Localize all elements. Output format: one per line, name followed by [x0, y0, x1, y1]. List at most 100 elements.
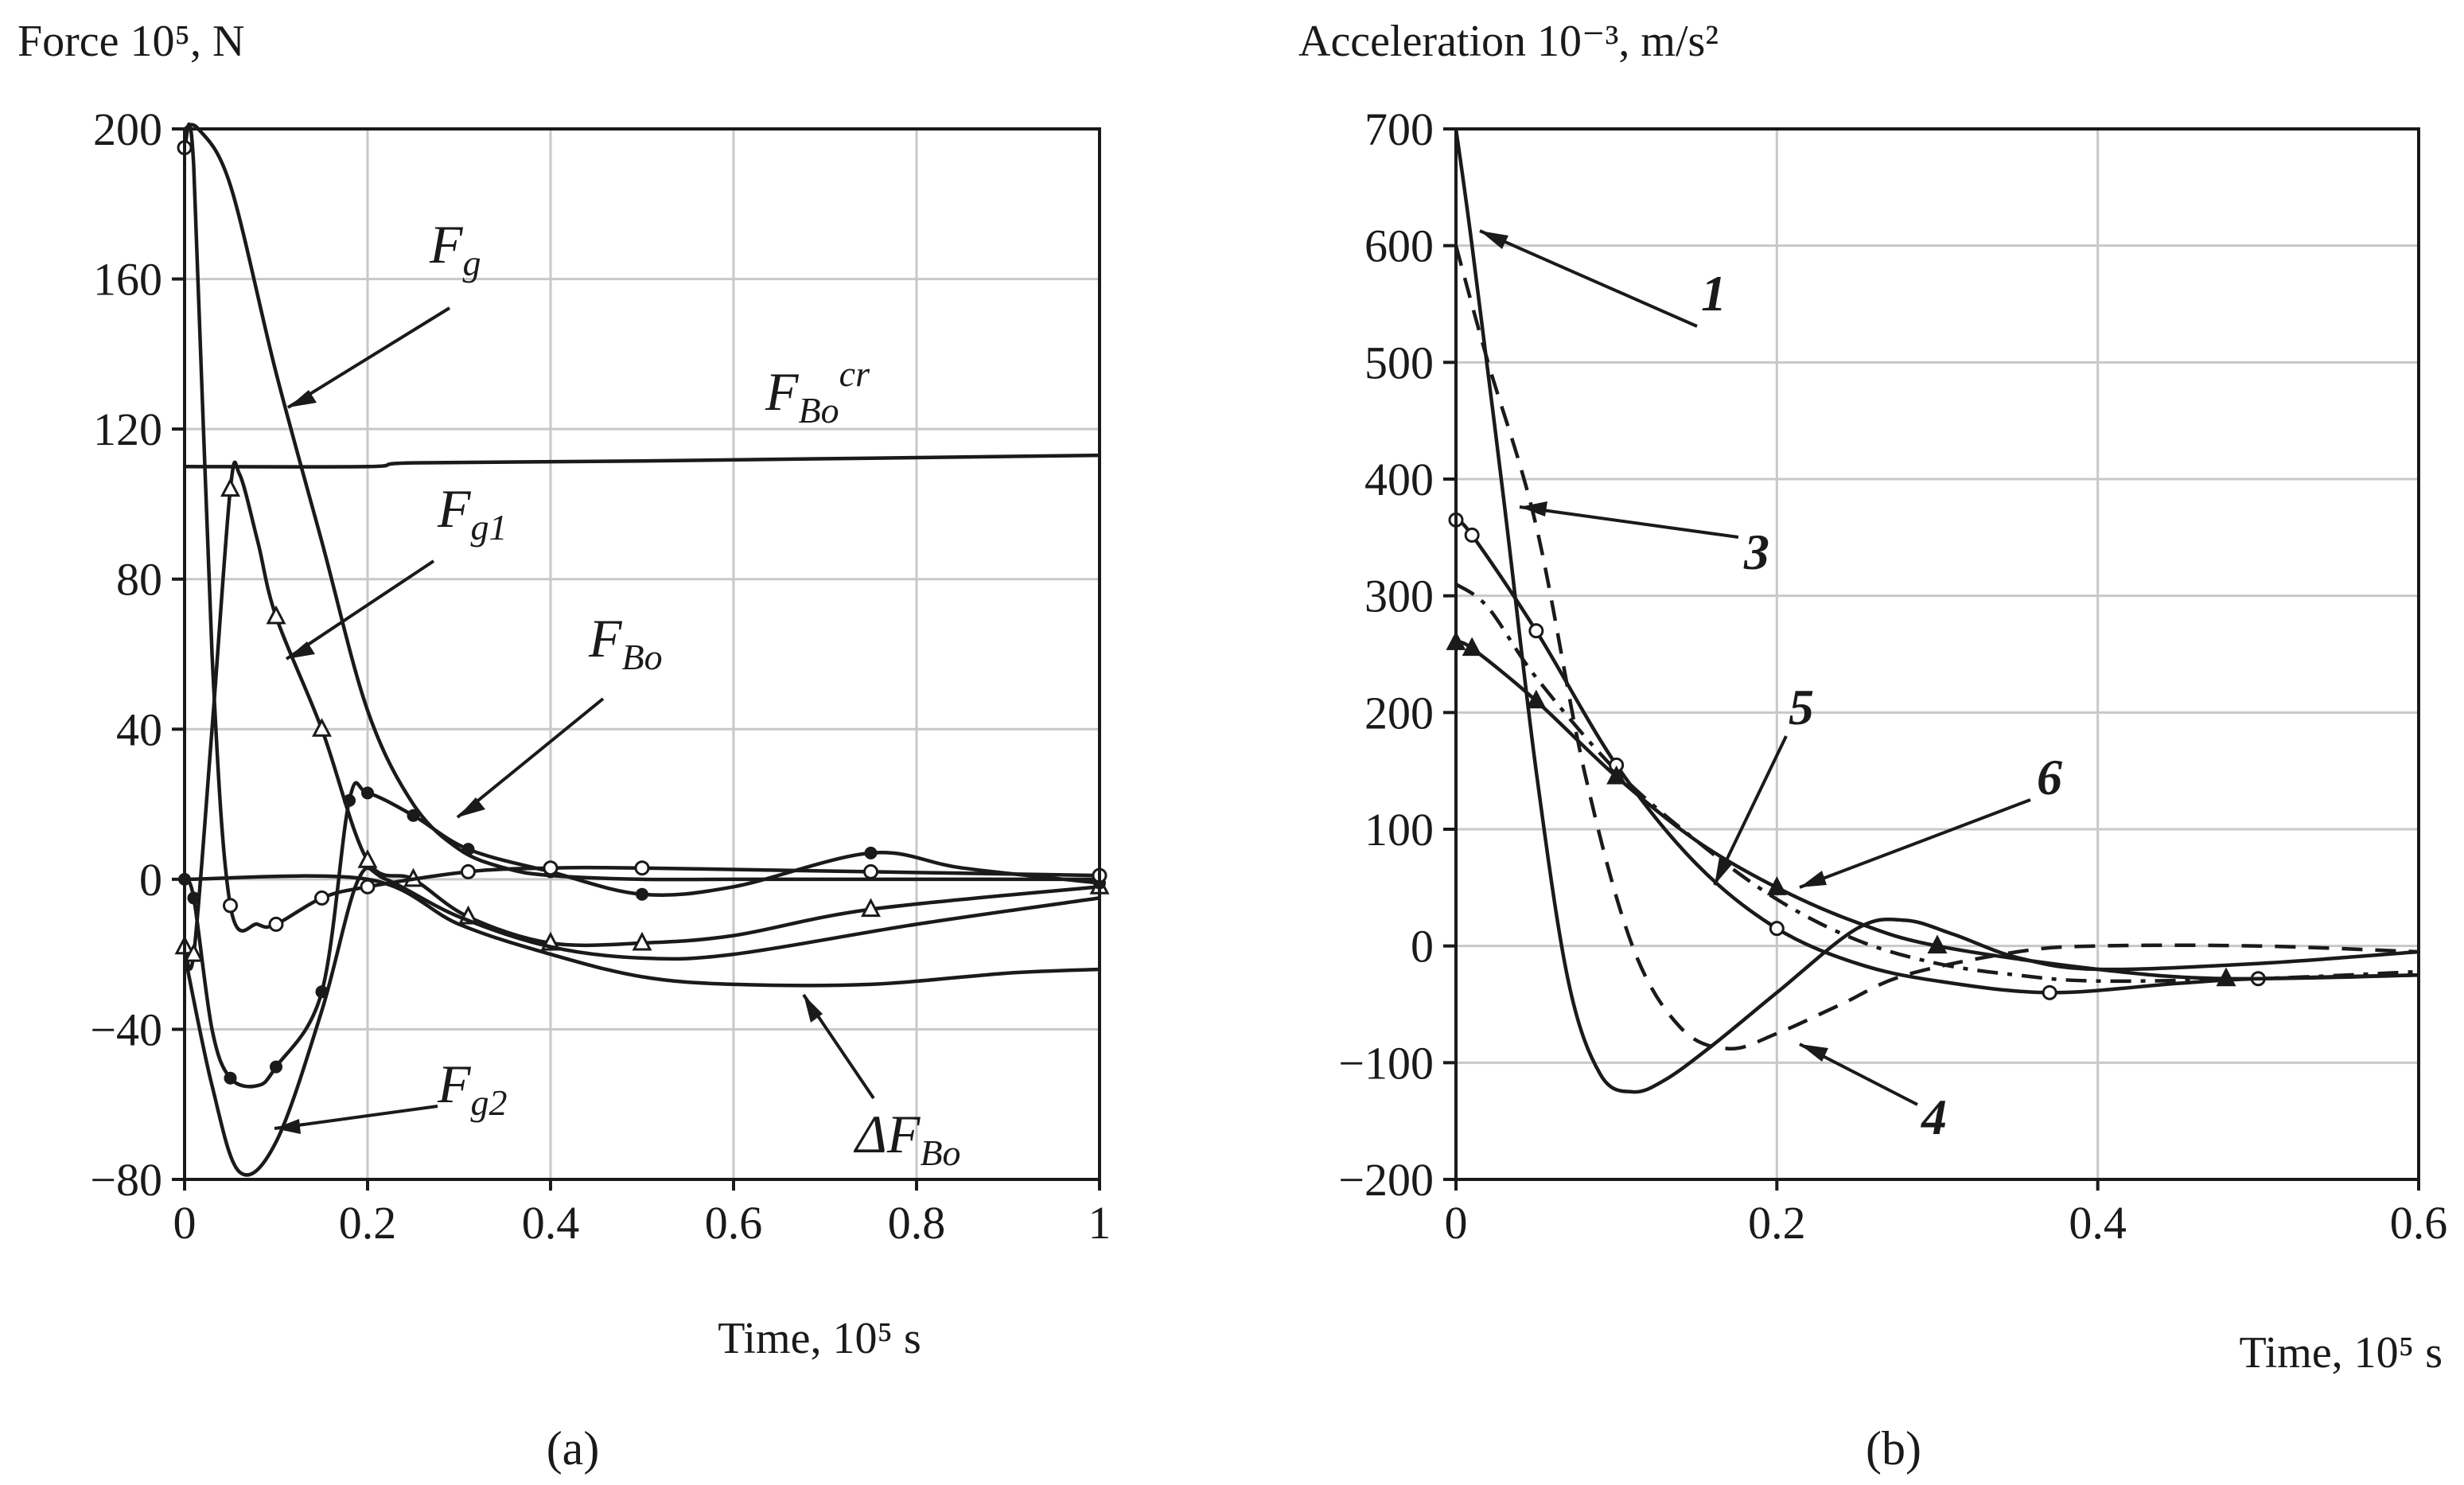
- series-a-circles-marker: [543, 860, 559, 876]
- panel-b-ytick-label: −200: [1338, 1154, 1434, 1206]
- panel-b-xtick-label: 0.4: [2069, 1197, 2127, 1249]
- arrow-3: [1519, 505, 1739, 539]
- arrow-FBo: [456, 697, 605, 819]
- arrow-dFBo-head: [804, 995, 823, 1023]
- panel-b-xtick-label: 0.6: [2390, 1197, 2448, 1249]
- panel-a-ytick-label: 0: [139, 854, 162, 906]
- series-a-circles-marker: [268, 916, 284, 932]
- series-a-FBo_cr-line: [184, 453, 1100, 469]
- svg-text:Fg1: Fg1: [437, 478, 508, 548]
- series-a-circles-marker: [863, 863, 878, 879]
- label-Fg1-main: F: [437, 478, 472, 539]
- panel-b-xtick-label: 0.2: [1748, 1197, 1806, 1249]
- series-a-Fg-line: [184, 123, 1100, 882]
- arrow-1-head: [1480, 231, 1508, 249]
- label-FBocr-main: F: [765, 361, 800, 422]
- panel-b-ytick-label: 400: [1364, 454, 1434, 505]
- arrow-6: [1799, 798, 2031, 889]
- panel-a-xtick-label: 0.4: [522, 1197, 580, 1249]
- panel-b-x-tick-labels: 0 0.2 0.4 0.6: [1445, 1197, 2448, 1249]
- series-b-6-marker: [1766, 876, 1787, 895]
- series-a-FBo-marker: [270, 1060, 282, 1074]
- series-b-6-marker: [1526, 689, 1547, 709]
- arrow-Fg1-head: [286, 641, 315, 659]
- panel-a-chart: −80 −40 0 40 80 120 160 200 0 0.2 0.4 0.6 0.8 1 Forc…: [18, 17, 1111, 1475]
- label-Fg2-sub: g2: [471, 1082, 508, 1123]
- arrow-Fg: [286, 306, 451, 409]
- label-Fg-sub: g: [463, 243, 481, 283]
- series-a-FBo-marker: [864, 846, 878, 859]
- arrow-4-head: [1800, 1044, 1828, 1062]
- label-curve-3: 3: [1743, 524, 1769, 580]
- label-FBo: FBo: [588, 608, 663, 677]
- series-a-FBo-marker: [636, 887, 648, 901]
- panel-a-xtick-label: 0: [173, 1197, 197, 1249]
- panel-b-series: [1446, 128, 2419, 1094]
- panel-b-y-axis-title: Acceleration 10⁻³, m/s²: [1298, 17, 1719, 66]
- panel-a-xtick-label: 1: [1088, 1197, 1111, 1249]
- panel-b-arrows: [1479, 229, 2031, 1106]
- label-Fg1: Fg1: [437, 478, 508, 548]
- svg-text:FBocr: FBocr: [765, 353, 870, 431]
- panel-b-ytick-label: 200: [1364, 687, 1434, 739]
- panel-b-ytick-label: 100: [1364, 804, 1434, 856]
- panel-b-y-tick-labels: −200 −100 0 100 200 300 400 500 600 700: [1338, 103, 1434, 1206]
- panel-a-ytick-label: 160: [93, 254, 162, 306]
- series-a-FBo-marker: [343, 793, 356, 807]
- series-a-Fg1-marker: [266, 605, 286, 625]
- series-a-Fg1-marker: [632, 931, 652, 951]
- series-b-5-marker: [1769, 921, 1785, 937]
- svg-text:Fg2: Fg2: [437, 1054, 508, 1123]
- series-b-6-marker: [1606, 765, 1627, 785]
- series-b-3-line: [1454, 245, 2419, 1050]
- panel-a-arrows: [274, 306, 875, 1134]
- series-b-5-marker: [1528, 623, 1544, 639]
- series-a-FBo-marker: [224, 1071, 237, 1085]
- arrow-6-head: [1800, 871, 1827, 887]
- panel-b-ytick-label: −100: [1338, 1037, 1434, 1089]
- series-a-Fg1-marker: [312, 718, 332, 737]
- panel-a-x-axis-title: Time, 10⁵ s: [718, 1314, 921, 1363]
- label-curve-4: 4: [1921, 1089, 1947, 1145]
- series-a-FBo-marker: [407, 809, 420, 822]
- arrow-FBo-head: [457, 797, 485, 817]
- panel-a-label: (a): [547, 1422, 600, 1475]
- panel-b-gridlines: [1443, 127, 2420, 1191]
- series-a-circles-marker: [314, 890, 329, 906]
- series-a-ΔFBo-line: [184, 874, 1100, 988]
- panel-b-xtick-label: 0: [1445, 1197, 1468, 1249]
- label-FBocr-sub: Bo: [799, 390, 839, 431]
- panel-a-ytick-label: 80: [116, 554, 162, 606]
- series-a-circles-marker: [360, 879, 376, 895]
- label-Fg-main: F: [429, 214, 464, 275]
- series-a-circles-marker: [461, 863, 476, 879]
- label-FBo-sub: Bo: [622, 637, 663, 677]
- series-a-FBo-marker: [315, 985, 329, 999]
- arrow-1: [1479, 229, 1698, 328]
- label-curve-1: 1: [1701, 265, 1726, 322]
- panel-a-ytick-label: −40: [90, 1004, 162, 1055]
- panel-a-ytick-label: −80: [90, 1154, 162, 1206]
- series-b-6-marker: [1927, 934, 1948, 954]
- panel-a-xtick-label: 0.2: [339, 1197, 397, 1249]
- panel-b-label: (b): [1866, 1422, 1921, 1475]
- panel-a-xtick-label: 0.8: [888, 1197, 946, 1249]
- label-curve-6: 6: [2037, 749, 2062, 805]
- series-b-5-marker: [2042, 984, 2057, 1000]
- svg-text:ΔFBo: ΔFBo: [853, 1104, 961, 1173]
- panel-b-ytick-label: 500: [1364, 337, 1434, 388]
- series-a-Fg1-line: [182, 460, 1100, 971]
- panel-b-ytick-label: 0: [1411, 921, 1434, 972]
- panel-a-ytick-label: 200: [93, 103, 162, 155]
- panel-b-ytick-label: 300: [1364, 571, 1434, 622]
- arrow-5: [1713, 735, 1788, 886]
- label-FBo-cr: FBocr: [765, 353, 870, 431]
- panel-a-series: [174, 122, 1110, 1177]
- panel-b-chart: −200 −100 0 100 200 300 400 500 600 700 0 0.2 0.4 0.…: [1298, 17, 2447, 1475]
- label-dFBo-main: ΔF: [853, 1104, 921, 1164]
- panel-b-plot-frame: [1454, 127, 2420, 1181]
- svg-text:Fg: Fg: [429, 214, 481, 283]
- series-b-4-line: [1454, 583, 2419, 984]
- svg-text:FBo: FBo: [588, 608, 663, 677]
